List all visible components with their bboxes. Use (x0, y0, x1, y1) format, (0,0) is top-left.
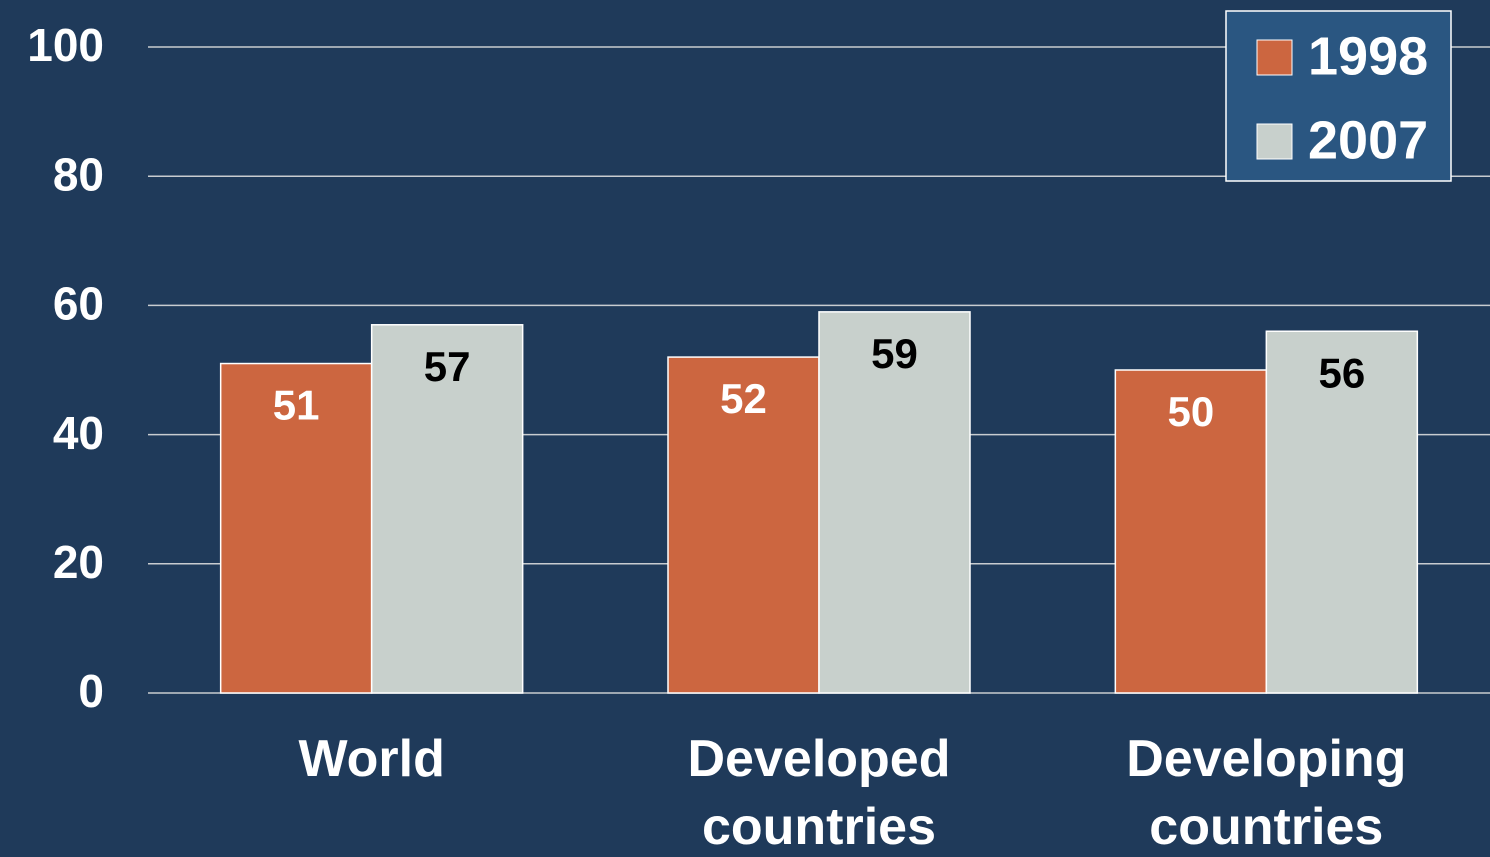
y-tick-label: 40 (53, 407, 104, 459)
x-tick-label-line: Developed (688, 730, 951, 788)
data-label: 56 (1318, 349, 1365, 396)
data-label: 52 (720, 375, 767, 422)
bar (370, 324, 524, 694)
y-tick-label: 0 (78, 665, 104, 717)
x-tick-label-line: countries (1149, 798, 1383, 856)
bar (818, 311, 971, 694)
data-label: 59 (871, 330, 918, 377)
x-tick-label: Developing countries (1126, 730, 1406, 856)
x-tick-label-line: countries (702, 798, 936, 856)
x-tick-label: Developed countries (688, 730, 951, 856)
x-tick-label: World (298, 730, 444, 788)
y-tick-label: 100 (27, 19, 104, 71)
data-label: 50 (1167, 388, 1214, 435)
bar (1114, 369, 1268, 694)
x-tick-label-line: World (298, 730, 444, 788)
data-label: 51 (273, 382, 320, 429)
bar (1265, 330, 1419, 694)
data-label: 57 (424, 343, 471, 390)
y-tick-label: 60 (53, 278, 104, 330)
legend-label: 2007 (1308, 110, 1428, 170)
legend-swatch (1256, 123, 1293, 160)
legend-swatch (1256, 39, 1293, 76)
bar (667, 356, 820, 694)
legend-label: 1998 (1308, 26, 1428, 86)
y-tick-label: 80 (53, 148, 104, 200)
x-tick-label-line: Developing (1126, 730, 1406, 788)
y-tick-label: 20 (53, 536, 104, 588)
